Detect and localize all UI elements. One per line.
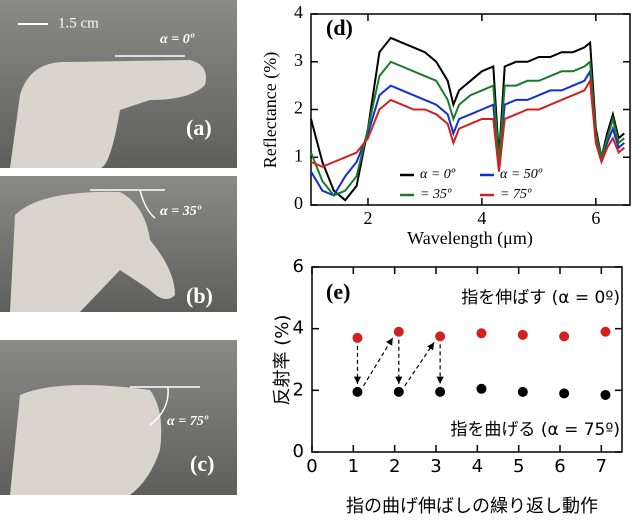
photo-label: (c) xyxy=(190,451,214,476)
angle-arc xyxy=(149,386,169,426)
photo-a: 1.5 cm α = 0º (a) xyxy=(0,0,237,168)
angle-label: α = 75º xyxy=(167,414,209,429)
y-tick-label: 4 xyxy=(293,318,304,339)
photo-label: (b) xyxy=(186,283,213,308)
x-tick-label: 2 xyxy=(389,456,400,477)
point xyxy=(600,389,611,400)
annotation: 指を曲げる (α = 75º) xyxy=(450,420,620,440)
panel-label: (d) xyxy=(326,15,353,40)
y-tick-label: 0 xyxy=(294,193,303,213)
series-line xyxy=(310,77,625,172)
x-axis-label: 指の曲げ伸ばしの繰り返し動作 xyxy=(346,496,598,517)
legend-label: α = 0º xyxy=(420,167,456,182)
y-tick-label: 3 xyxy=(294,50,303,70)
series-line xyxy=(310,59,625,197)
point xyxy=(393,326,404,337)
panel-label: (e) xyxy=(326,279,350,304)
y-tick-label: 1 xyxy=(294,145,303,165)
point xyxy=(352,386,363,397)
point xyxy=(476,328,487,339)
scale-label: 1.5 cm xyxy=(58,15,99,31)
glove xyxy=(10,60,206,168)
x-tick-label: 6 xyxy=(554,456,565,477)
y-tick-label: 2 xyxy=(294,98,303,118)
angle-arc xyxy=(139,189,156,219)
glove xyxy=(10,191,175,312)
point xyxy=(435,331,446,342)
legend-label: = 35º xyxy=(420,187,452,202)
arrow xyxy=(404,342,435,387)
point xyxy=(517,329,528,340)
legend-label: = 75º xyxy=(500,187,532,202)
arrow xyxy=(362,337,394,387)
point xyxy=(600,326,611,337)
x-tick-label: 5 xyxy=(513,456,524,477)
plot-frame xyxy=(311,266,623,453)
y-tick-label: 0 xyxy=(293,441,304,462)
annotation: 指を伸ばす (α = 0º) xyxy=(461,288,620,308)
glove xyxy=(10,385,162,495)
point xyxy=(559,388,570,399)
y-tick-label: 2 xyxy=(293,379,304,400)
photo-b: α = 35º (b) xyxy=(0,176,237,312)
x-tick-label: 7 xyxy=(596,456,607,477)
point xyxy=(476,383,487,394)
x-axis-label: Wavelength (μm) xyxy=(407,228,533,249)
y-axis-label: Reflectance (%) xyxy=(260,52,281,168)
series-line xyxy=(310,36,625,202)
photo-label: (a) xyxy=(186,115,212,140)
y-tick-label: 6 xyxy=(293,256,304,277)
y-tick-label: 4 xyxy=(294,2,303,22)
angle-label: α = 0º xyxy=(160,32,195,47)
x-tick-label: 3 xyxy=(430,456,441,477)
x-tick-label: 4 xyxy=(477,208,486,228)
y-axis-label: 反射率 (%) xyxy=(272,315,293,406)
x-tick-label: 4 xyxy=(472,456,483,477)
photo-c: α = 75º (c) xyxy=(0,340,237,495)
x-tick-label: 0 xyxy=(306,456,317,477)
x-tick-label: 1 xyxy=(348,456,359,477)
legend-label: α = 50º xyxy=(500,167,543,182)
point xyxy=(559,331,570,342)
x-tick-label: 6 xyxy=(591,208,600,228)
x-tick-label: 2 xyxy=(363,208,372,228)
point xyxy=(352,332,363,343)
point xyxy=(393,386,404,397)
angle-label: α = 35º xyxy=(160,204,202,219)
point xyxy=(435,386,446,397)
point xyxy=(517,386,528,397)
